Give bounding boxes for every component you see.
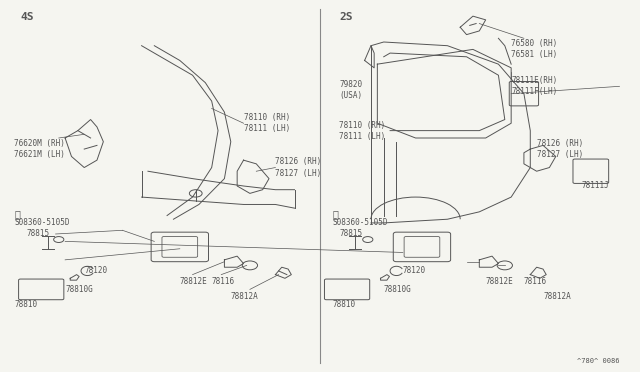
- Text: S08360-5105D: S08360-5105D: [333, 218, 388, 227]
- Text: 76580 (RH)
76581 (LH): 76580 (RH) 76581 (LH): [511, 39, 557, 60]
- Text: 78126 (RH)
78127 (LH): 78126 (RH) 78127 (LH): [537, 139, 583, 159]
- Text: 78812E: 78812E: [180, 278, 207, 286]
- Text: 79820
(USA): 79820 (USA): [339, 80, 362, 100]
- Text: 76620M (RH)
76621M (LH): 76620M (RH) 76621M (LH): [14, 139, 65, 159]
- Text: 78111E(RH)
78111F(LH): 78111E(RH) 78111F(LH): [511, 76, 557, 96]
- Text: 2S: 2S: [339, 12, 353, 22]
- Text: Ⓢ: Ⓢ: [14, 209, 20, 219]
- Text: Ⓢ: Ⓢ: [333, 209, 339, 219]
- Text: 78810G: 78810G: [65, 285, 93, 294]
- Text: 78111J: 78111J: [581, 182, 609, 190]
- Text: 78120: 78120: [84, 266, 108, 275]
- Text: 78812A: 78812A: [231, 292, 259, 301]
- Text: S08360-5105D: S08360-5105D: [14, 218, 70, 227]
- Text: 78126 (RH)
78127 (LH): 78126 (RH) 78127 (LH): [275, 157, 322, 177]
- Text: 78815: 78815: [27, 230, 50, 238]
- Text: 78810: 78810: [14, 300, 37, 309]
- Text: 78110 (RH)
78111 (LH): 78110 (RH) 78111 (LH): [244, 113, 290, 133]
- Text: 78810: 78810: [333, 300, 356, 309]
- Text: 78812E: 78812E: [486, 278, 513, 286]
- Text: 78810G: 78810G: [384, 285, 412, 294]
- Text: 78120: 78120: [403, 266, 426, 275]
- Text: 78815: 78815: [339, 230, 362, 238]
- Text: 78110 (RH)
78111 (LH): 78110 (RH) 78111 (LH): [339, 121, 385, 141]
- Text: 78812A: 78812A: [543, 292, 571, 301]
- Text: 78116: 78116: [212, 278, 235, 286]
- Text: 4S: 4S: [20, 12, 34, 22]
- Text: ^780^ 0086: ^780^ 0086: [577, 358, 620, 364]
- Text: 78116: 78116: [524, 278, 547, 286]
